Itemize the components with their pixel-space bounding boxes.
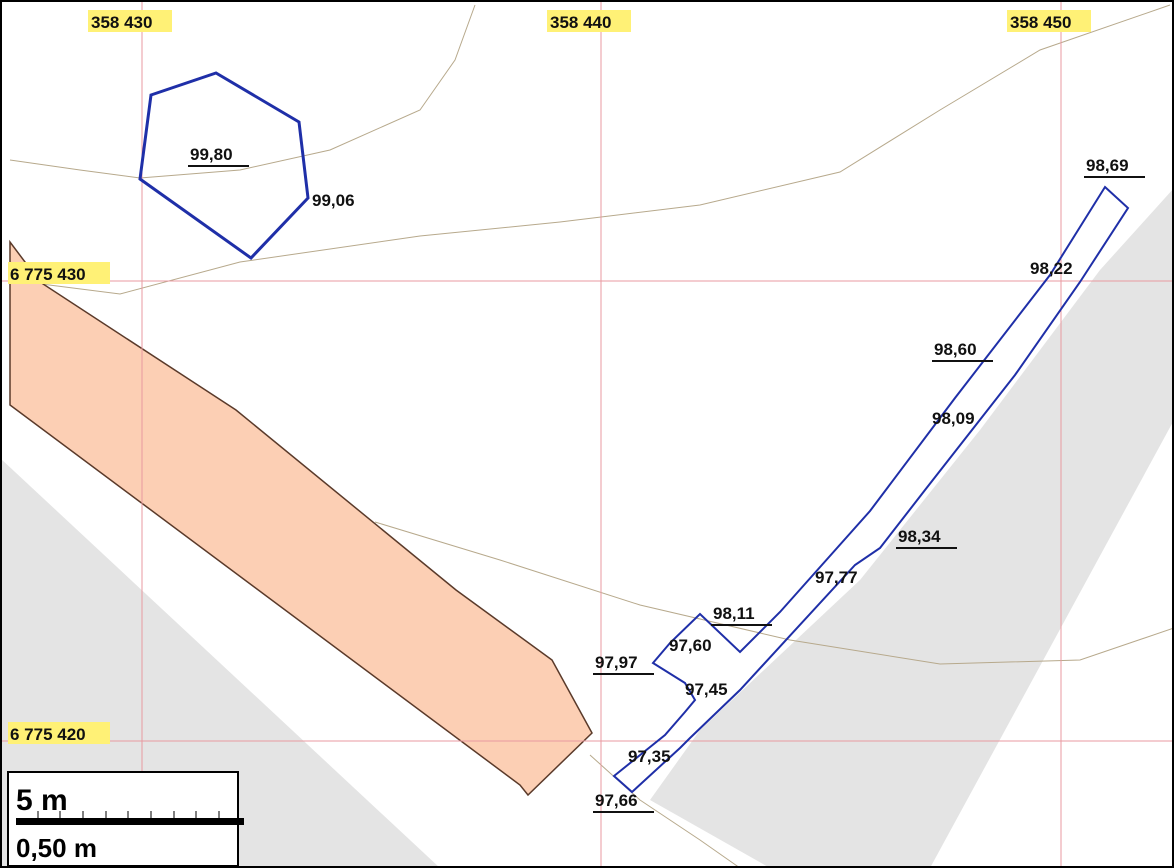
- coord-label-bg: [1007, 10, 1091, 32]
- elevation-label: 98,09: [932, 409, 975, 428]
- elevation-label: 97,66: [595, 791, 638, 810]
- elevation-label: 98,11: [713, 604, 755, 623]
- scale-box: 5 m 0,50 m: [7, 771, 244, 867]
- elevation-label: 98,60: [934, 340, 977, 359]
- easting-label: 358 430: [91, 13, 152, 32]
- elevation-label: 97,45: [685, 680, 728, 699]
- easting-label: 358 450: [1010, 13, 1071, 32]
- elevation-label: 99,06: [312, 191, 355, 210]
- hexagon-feature[interactable]: [138, 71, 310, 260]
- scale-secondary-label: 0,50 m: [16, 833, 97, 863]
- elevation-label: 97,77: [815, 568, 858, 587]
- elevation-label: 97,60: [669, 636, 712, 655]
- elevation-label: 97,35: [628, 747, 671, 766]
- scale-bar: [16, 818, 244, 825]
- easting-label: 358 440: [550, 13, 611, 32]
- coord-label-bg: [8, 262, 110, 284]
- coord-label-bg: [8, 722, 110, 744]
- elevation-label: 98,69: [1086, 156, 1129, 175]
- orange-area: [9, 239, 593, 797]
- road-band-left: [0, 458, 440, 868]
- road-band-right: [650, 188, 1174, 868]
- elevation-label: 99,80: [190, 145, 233, 164]
- northing-label: 6 775 420: [10, 725, 86, 744]
- coord-label-bg: [547, 10, 631, 32]
- scale-primary-label: 5 m: [16, 784, 68, 817]
- contour-line: [9, 4, 476, 179]
- elevation-label: 97,97: [595, 653, 638, 672]
- elevation-label: 98,22: [1030, 259, 1073, 278]
- northing-label: 6 775 430: [10, 265, 86, 284]
- elongated-feature[interactable]: [612, 185, 1130, 794]
- grid-coordinate-labels: 358 430 358 440 358 450 6 775 430 6 775 …: [8, 10, 1091, 744]
- contour-line: [9, 4, 1171, 295]
- elevation-labels: 99,80 99,06 98,69 98,22 98,60 98,09 98,3…: [188, 145, 1145, 813]
- coord-label-bg: [88, 10, 172, 32]
- contour-line: [374, 521, 1174, 665]
- elevation-label: 98,34: [898, 527, 941, 546]
- scale-ticks: [37, 811, 220, 818]
